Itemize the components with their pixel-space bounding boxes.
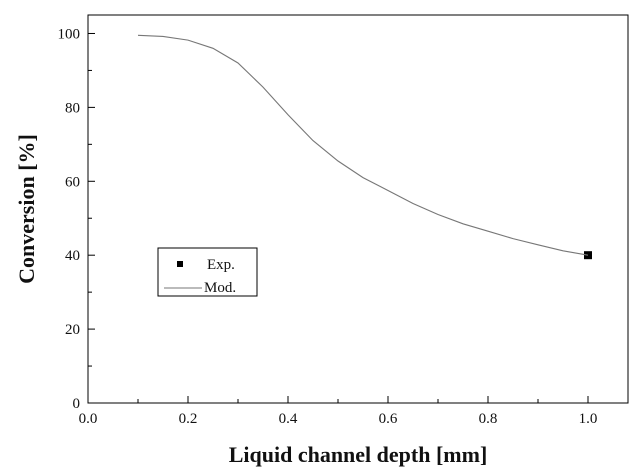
legend: Exp. Mod.: [157, 247, 258, 297]
y-tick-label: 100: [58, 26, 81, 42]
legend-exp-label: Exp.: [207, 257, 235, 273]
x-tick-label: 0.8: [479, 411, 498, 427]
y-tick-label: 20: [65, 322, 80, 338]
y-tick-label: 60: [65, 174, 80, 190]
x-axis-ticks: 0.0 0.2 0.4 0.6 0.8 1.0: [79, 396, 598, 427]
x-axis-title: Liquid channel depth [mm]: [229, 442, 488, 467]
x-tick-label: 1.0: [579, 411, 598, 427]
x-tick-label: 0.2: [179, 411, 198, 427]
y-tick-label: 80: [65, 100, 80, 116]
y-axis-title: Conversion [%]: [14, 134, 39, 284]
y-axis-ticks: 0 20 40 60 80 100: [58, 26, 95, 412]
x-tick-label: 0.0: [79, 411, 98, 427]
legend-exp-marker: [177, 261, 183, 267]
plot-frame: [87, 14, 629, 404]
y-tick-label: 0: [73, 396, 81, 412]
series-layer: [137, 34, 592, 260]
x-tick-label: 0.6: [379, 411, 398, 427]
model-line: [137, 34, 589, 256]
x-tick-label: 0.4: [279, 411, 298, 427]
y-tick-label: 40: [65, 248, 80, 264]
legend-mod-label: Mod.: [204, 280, 236, 296]
